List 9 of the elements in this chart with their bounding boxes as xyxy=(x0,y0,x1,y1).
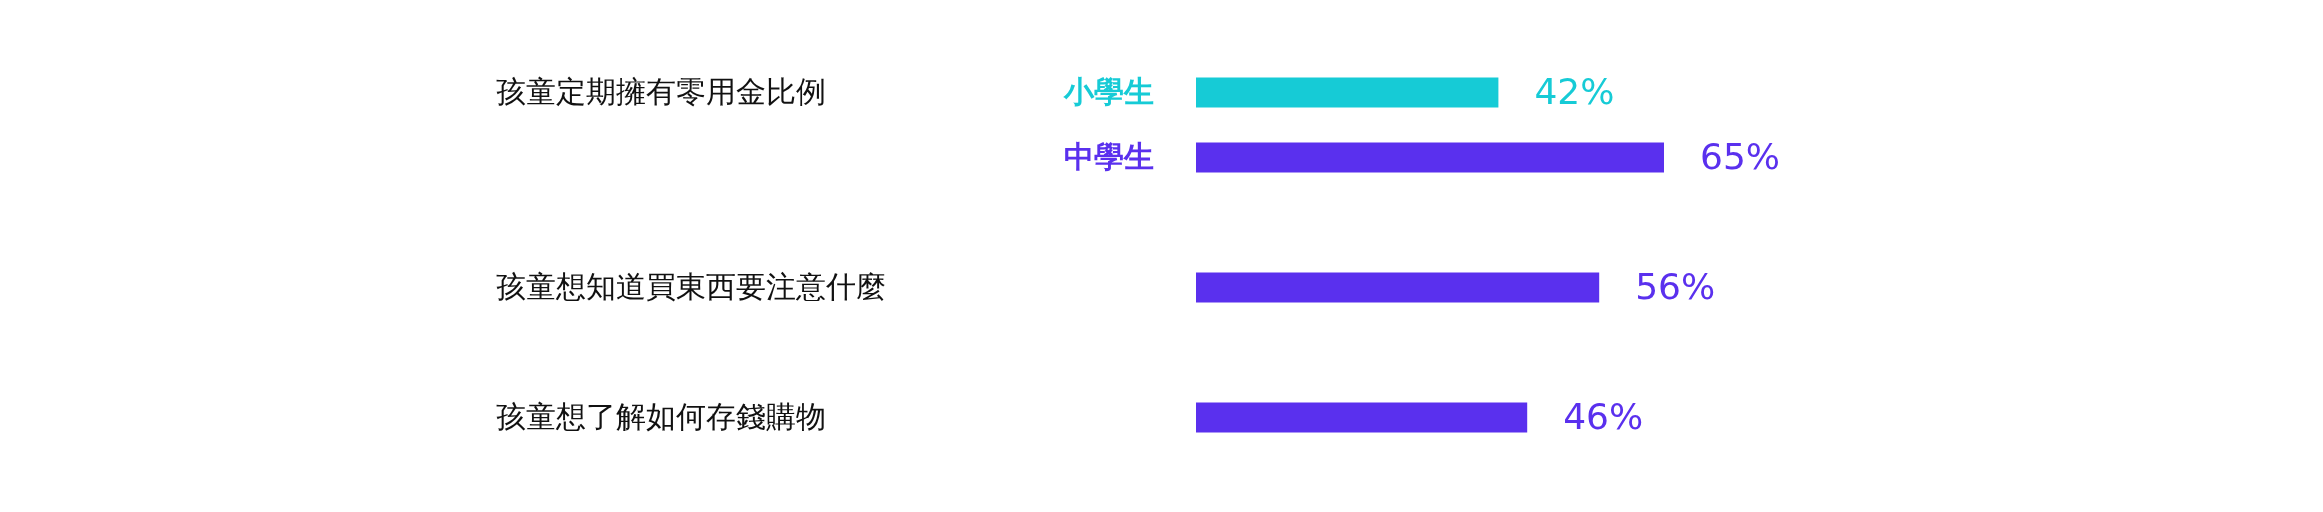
y-tick-label: 孩童想了解如何存錢購物 xyxy=(496,398,826,434)
y-tick-label: 孩童想知道買東西要注意什麼 xyxy=(496,268,886,304)
data-label: 42% xyxy=(1534,70,1615,112)
series-label: 小學生 xyxy=(1063,73,1154,109)
data-label: 65% xyxy=(1700,135,1781,177)
data-label: 46% xyxy=(1563,395,1644,437)
y-tick-label: 孩童定期擁有零用金比例 xyxy=(496,73,826,109)
data-label: 56% xyxy=(1635,265,1716,307)
series-label: 中學生 xyxy=(1064,138,1154,174)
